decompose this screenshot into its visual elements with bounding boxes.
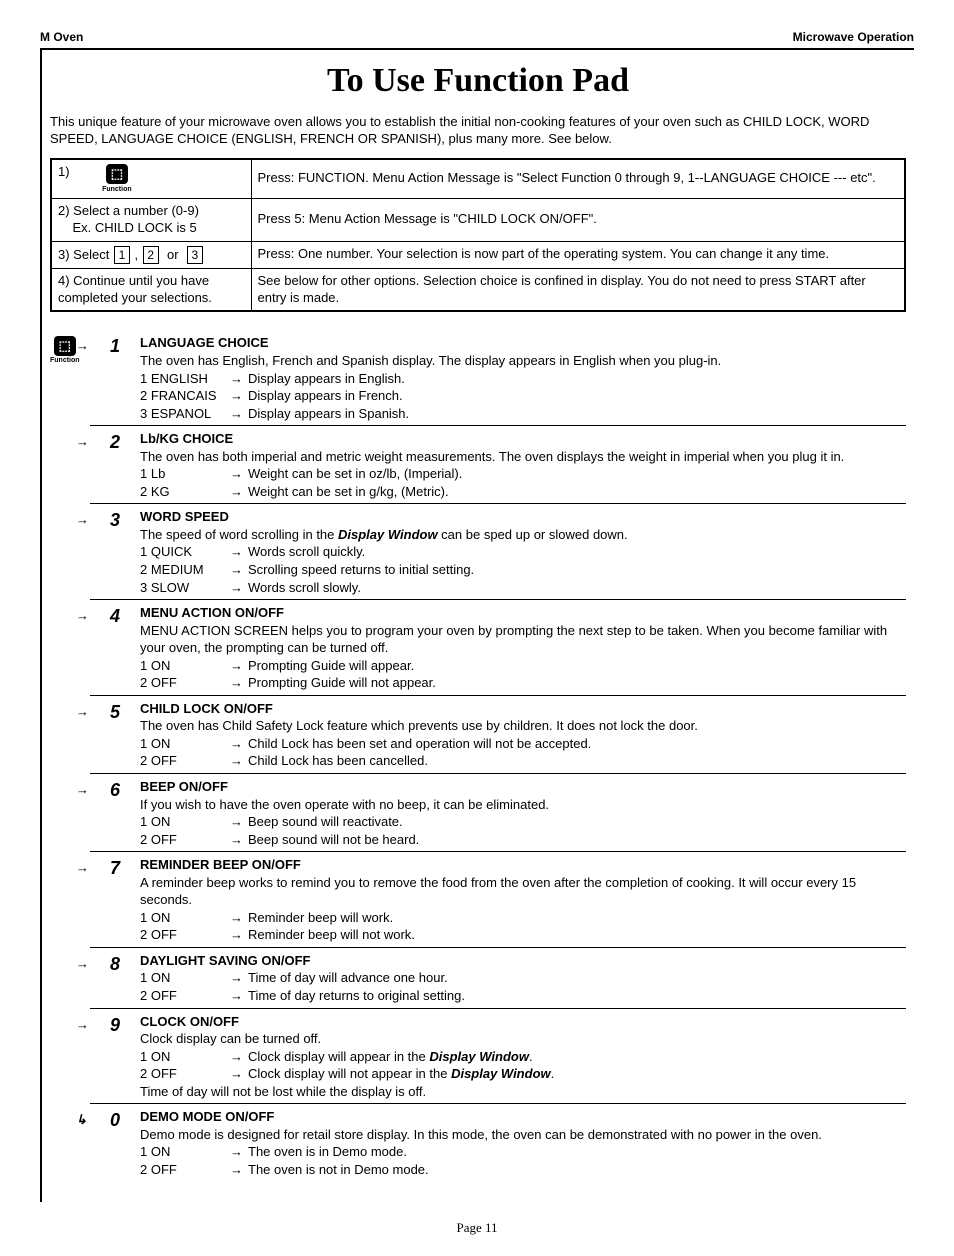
page-title: To Use Function Pad: [50, 62, 906, 100]
step-left-2: 2) Select a number (0-9) Ex. CHILD LOCK …: [51, 198, 251, 241]
intro-text: This unique feature of your microwave ov…: [50, 114, 906, 148]
function-desc: MENU ACTION ON/OFFMENU ACTION SCREEN hel…: [140, 604, 906, 692]
function-desc: REMINDER BEEP ON/OFFA reminder beep work…: [140, 856, 906, 944]
step-right-2: Press 5: Menu Action Message is "CHILD L…: [251, 198, 905, 241]
function-number: →7→↳: [90, 856, 140, 944]
page-number: Page 11: [40, 1220, 914, 1236]
function-number: →9→↳: [90, 1013, 140, 1101]
function-row-9: →9→↳CLOCK ON/OFFClock display can be tur…: [90, 1009, 906, 1105]
function-desc: BEEP ON/OFFIf you wish to have the oven …: [140, 778, 906, 848]
function-desc: DEMO MODE ON/OFFDemo mode is designed fo…: [140, 1108, 906, 1178]
step-right-3: Press: One number. Your selection is now…: [251, 241, 905, 268]
function-row-1: →1→→↳LANGUAGE CHOICEThe oven has English…: [90, 330, 906, 426]
function-desc: CHILD LOCK ON/OFFThe oven has Child Safe…: [140, 700, 906, 770]
function-row-6: →6→↳BEEP ON/OFFIf you wish to have the o…: [90, 774, 906, 852]
function-row-2: →2→↳Lb/KG CHOICEThe oven has both imperi…: [90, 426, 906, 504]
function-row-7: →7→↳REMINDER BEEP ON/OFFA reminder beep …: [90, 852, 906, 948]
function-row-3: →3→→↳WORD SPEEDThe speed of word scrolli…: [90, 504, 906, 600]
step-left-1: 1) ⬚Function: [51, 159, 251, 199]
function-row-5: →5→↳CHILD LOCK ON/OFFThe oven has Child …: [90, 696, 906, 774]
function-desc: LANGUAGE CHOICEThe oven has English, Fre…: [140, 334, 906, 422]
main-frame: To Use Function Pad This unique feature …: [40, 48, 914, 1202]
function-row-8: →8→↳DAYLIGHT SAVING ON/OFF1 ON→Time of d…: [90, 948, 906, 1009]
function-number: →5→↳: [90, 700, 140, 770]
function-number: →4→↳: [90, 604, 140, 692]
step-right-1: Press: FUNCTION. Menu Action Message is …: [251, 159, 905, 199]
function-number: →2→↳: [90, 430, 140, 500]
steps-table: 1) ⬚FunctionPress: FUNCTION. Menu Action…: [50, 158, 906, 313]
function-row-0: ↳0→↳DEMO MODE ON/OFFDemo mode is designe…: [90, 1104, 906, 1181]
header-right: Microwave Operation: [793, 30, 914, 44]
function-desc: DAYLIGHT SAVING ON/OFF1 ON→Time of day w…: [140, 952, 906, 1005]
function-desc: WORD SPEEDThe speed of word scrolling in…: [140, 508, 906, 596]
step-left-3: 3) Select 1 , 2 or 3: [51, 241, 251, 268]
function-row-4: →4→↳MENU ACTION ON/OFFMENU ACTION SCREEN…: [90, 600, 906, 696]
function-number: →3→→↳: [90, 508, 140, 596]
step-left-4: 4) Continue until you have completed you…: [51, 268, 251, 311]
function-number: →1→→↳: [90, 334, 140, 422]
header-left: M Oven: [40, 30, 83, 44]
step-right-4: See below for other options. Selection c…: [251, 268, 905, 311]
function-number: →6→↳: [90, 778, 140, 848]
function-desc: CLOCK ON/OFFClock display can be turned …: [140, 1013, 906, 1101]
function-number: →8→↳: [90, 952, 140, 1005]
function-number: ↳0→↳: [90, 1108, 140, 1178]
function-desc: Lb/KG CHOICEThe oven has both imperial a…: [140, 430, 906, 500]
